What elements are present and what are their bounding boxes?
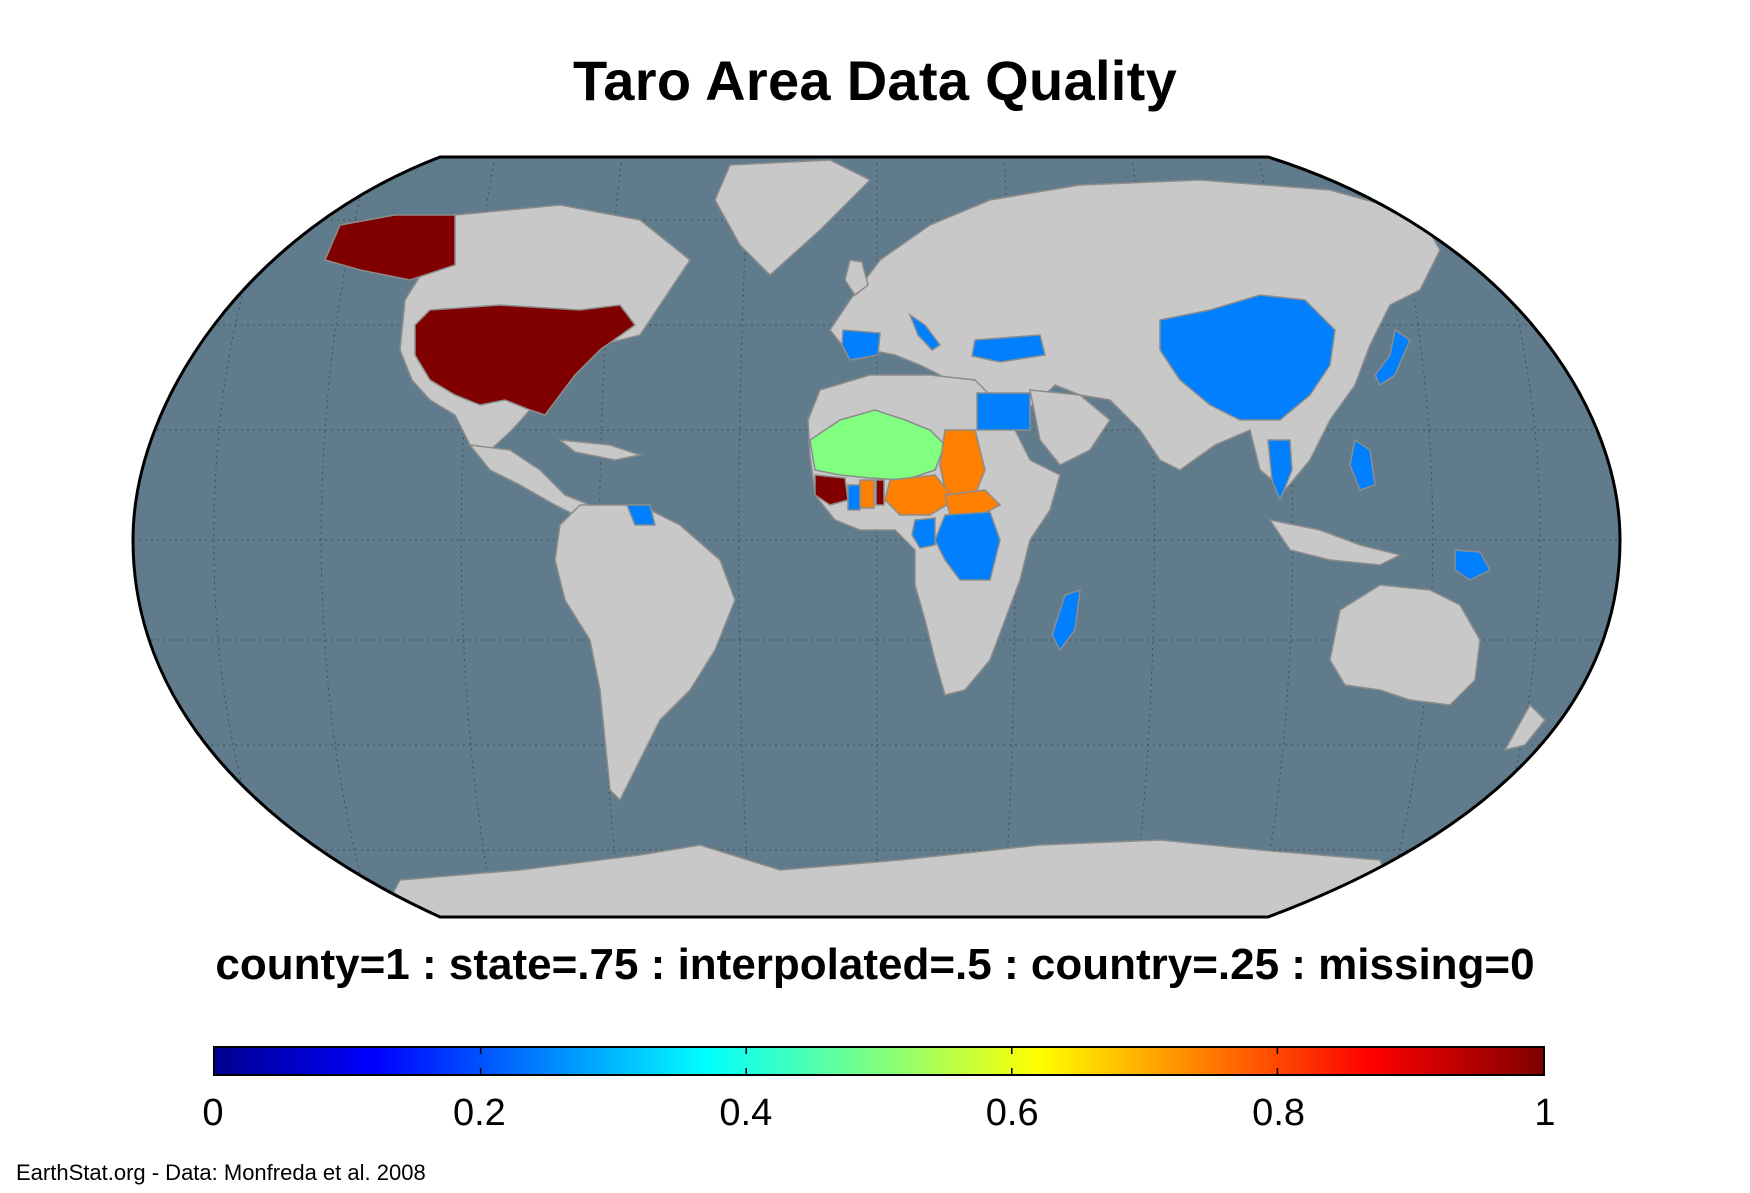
region-united-states	[414, 304, 637, 416]
globe-outline	[131, 155, 1622, 919]
region-turkey	[971, 334, 1046, 363]
region-sahel-interpolated	[809, 409, 946, 481]
region-guinea	[814, 474, 849, 506]
region-japan	[1374, 328, 1411, 387]
colorbar-tick-label: 0.6	[985, 1092, 1039, 1134]
south-america	[554, 504, 736, 802]
legend-caption: county=1 : state=.75 : interpolated=.5 :…	[215, 940, 1535, 989]
region-ghana	[859, 479, 875, 509]
region-cameroon	[911, 517, 936, 549]
united-kingdom	[844, 259, 869, 297]
region-philippines	[1349, 438, 1376, 491]
region-papua-new-guinea	[1454, 549, 1492, 581]
region-italy	[908, 313, 942, 351]
region-china	[1159, 294, 1336, 421]
land	[323, 159, 1547, 917]
region-egypt	[976, 392, 1031, 431]
greenland	[714, 159, 872, 277]
region-togo	[875, 479, 885, 506]
colorbar-tick-label: 0	[202, 1092, 224, 1134]
region-thailand	[1267, 439, 1293, 503]
colorbar-tick-label: 0.2	[452, 1092, 506, 1134]
colorbar-tick-label: 1	[1534, 1092, 1556, 1134]
colorbar-tick-label: 0.8	[1252, 1092, 1306, 1134]
region-suriname-french-guiana	[625, 504, 656, 526]
map-title: Taro Area Data Quality	[572, 49, 1178, 112]
australia	[1329, 584, 1481, 706]
region-nigeria	[884, 474, 957, 516]
arabian-peninsula	[1029, 389, 1111, 466]
credit-text: EarthStat.org - Data: Monfreda et al. 20…	[16, 1160, 426, 1185]
colorbar	[213, 1046, 1545, 1076]
region-congo	[934, 511, 1001, 581]
region-spain	[841, 329, 881, 361]
colorbar-tick-label: 0.4	[719, 1092, 773, 1134]
new-zealand	[1503, 703, 1547, 752]
antarctica	[378, 839, 1402, 917]
caribbean	[557, 439, 643, 461]
indonesia	[1268, 518, 1403, 566]
region-cote-divoire	[847, 484, 861, 511]
region-alaska	[323, 214, 456, 281]
region-madagascar	[1051, 588, 1081, 652]
